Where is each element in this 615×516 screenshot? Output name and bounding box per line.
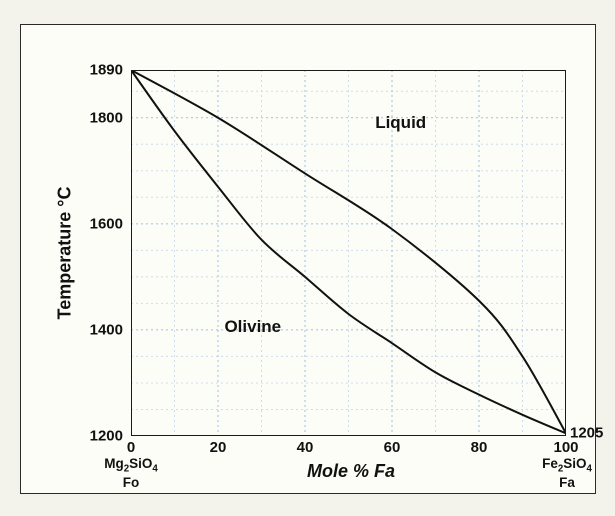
endmember-left-formula: Mg2SiO4 xyxy=(104,456,158,471)
endmember-right-name: Fa xyxy=(559,475,575,490)
phase-diagram-svg xyxy=(131,70,566,436)
xtick-0: 0 xyxy=(127,439,135,456)
ytick-1890: 1890 xyxy=(63,62,123,79)
xtick-40: 40 xyxy=(297,439,314,456)
stage: Temperature °C Mole % Fa 1890 1800 1600 … xyxy=(0,0,615,516)
ytick-1200: 1200 xyxy=(63,428,123,445)
ytick-1800: 1800 xyxy=(63,109,123,126)
endmember-left: Mg2SiO4 Fo xyxy=(104,456,158,490)
grid-minor xyxy=(131,70,566,436)
plot-area: Liquid Olivine 1205 xyxy=(131,70,566,436)
endmember-left-name: Fo xyxy=(123,475,140,490)
y-axis-label: Temperature °C xyxy=(55,187,76,320)
x-axis-label: Mole % Fa xyxy=(307,461,395,482)
ytick-1600: 1600 xyxy=(63,215,123,232)
ytick-1400: 1400 xyxy=(63,321,123,338)
endmember-right: Fe2SiO4 Fa xyxy=(542,456,592,490)
chart-card: Temperature °C Mole % Fa 1890 1800 1600 … xyxy=(20,24,596,494)
region-label-olivine: Olivine xyxy=(224,317,281,337)
xtick-80: 80 xyxy=(471,439,488,456)
region-label-liquid: Liquid xyxy=(375,113,426,133)
xtick-20: 20 xyxy=(210,439,227,456)
xtick-60: 60 xyxy=(384,439,401,456)
endpoint-right-label: 1205 xyxy=(570,425,603,442)
endmember-right-formula: Fe2SiO4 xyxy=(542,456,592,471)
